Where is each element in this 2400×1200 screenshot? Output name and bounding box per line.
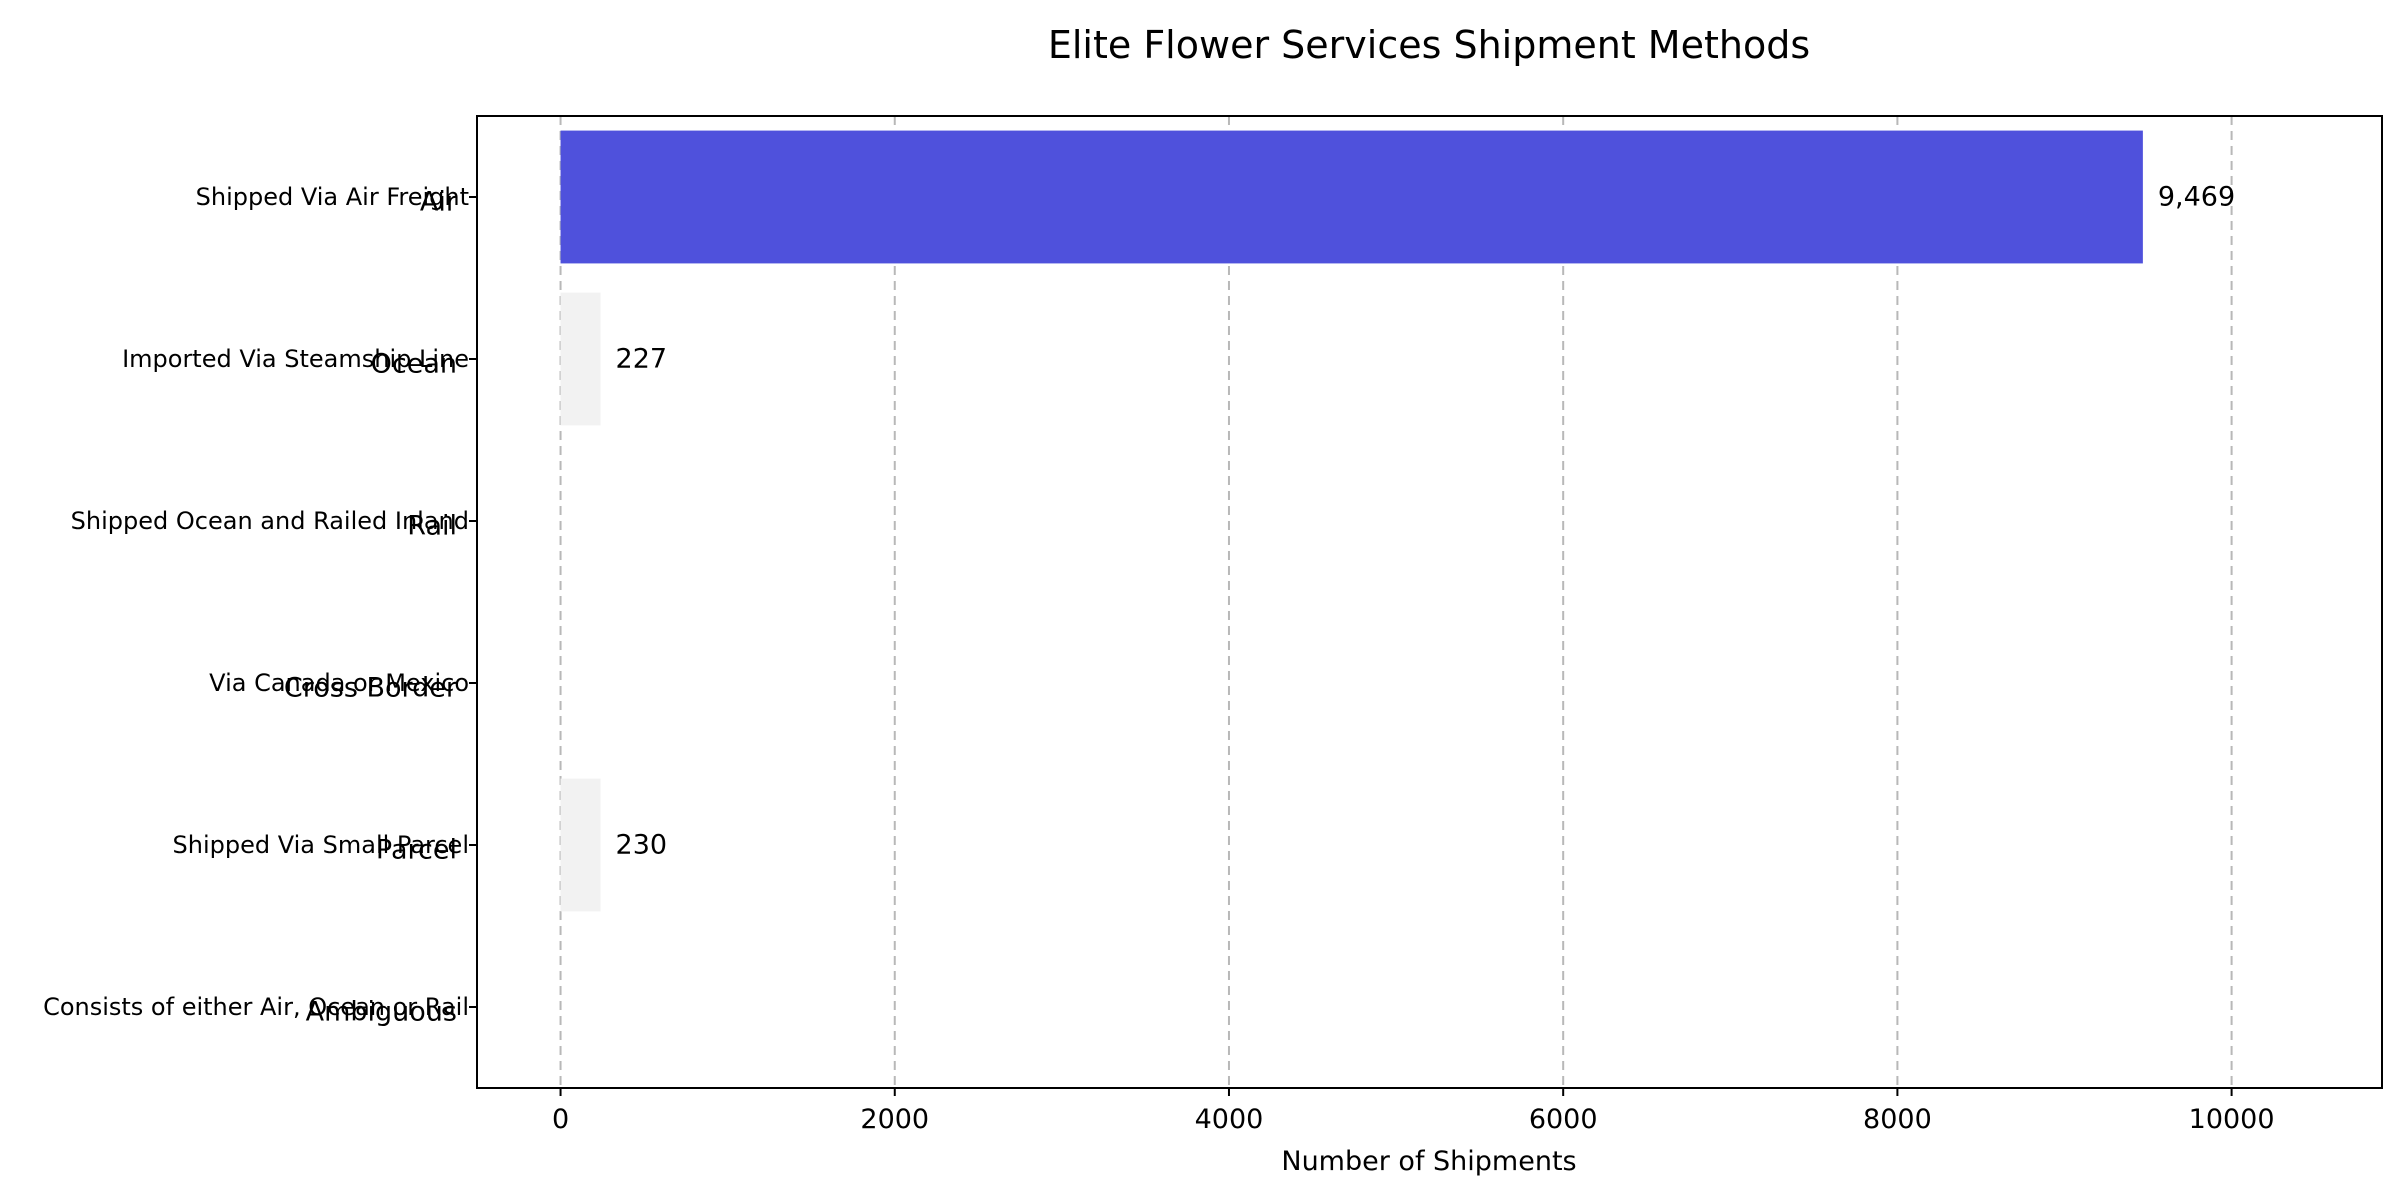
category-short-label: Parcel [376, 835, 457, 866]
category-short-label: Cross Border [284, 673, 458, 704]
label-layer: 9,469 227 230 [616, 182, 2236, 861]
x-tick-label: 6000 [1529, 1104, 1598, 1135]
bar-parcel [560, 778, 601, 912]
x-tick-label: 0 [552, 1104, 569, 1135]
data-label: 9,469 [2158, 182, 2235, 213]
category-short-label: Ambiguous [306, 997, 457, 1028]
chart-title: Elite Flower Services Shipment Methods [1048, 23, 1810, 67]
plot-frame [476, 115, 2383, 1089]
x-axis: 0 2000 4000 6000 8000 10000 [552, 1088, 2275, 1135]
category-short-label: Ocean [371, 349, 457, 380]
category-description-label: Via Canada or Mexico [209, 669, 469, 697]
x-tick-label: 8000 [1863, 1104, 1932, 1135]
category-description-label: Consists of either Air, Ocean or Rail [43, 993, 469, 1021]
bar-layer [560, 130, 2143, 912]
category-description-label: Shipped Via Small Parcel [173, 831, 469, 859]
grid-layer [559, 116, 2233, 1088]
category-description-label: Imported Via Steamship Line [122, 345, 469, 373]
x-axis-label: Number of Shipments [1281, 1146, 1576, 1177]
x-tick-label: 2000 [860, 1104, 929, 1135]
category-short-label: Air [420, 187, 458, 218]
category-description-label: Shipped Via Air Freight [196, 183, 469, 211]
x-tick-label: 4000 [1195, 1104, 1264, 1135]
x-tick-label: 10000 [2189, 1104, 2275, 1135]
category-description-label: Shipped Ocean and Railed Inland [71, 507, 469, 535]
category-short-label: Rail [407, 511, 457, 542]
data-label: 227 [616, 344, 668, 375]
bar-ocean [560, 292, 601, 426]
bar-air [560, 130, 2143, 264]
data-label: 230 [616, 830, 668, 861]
